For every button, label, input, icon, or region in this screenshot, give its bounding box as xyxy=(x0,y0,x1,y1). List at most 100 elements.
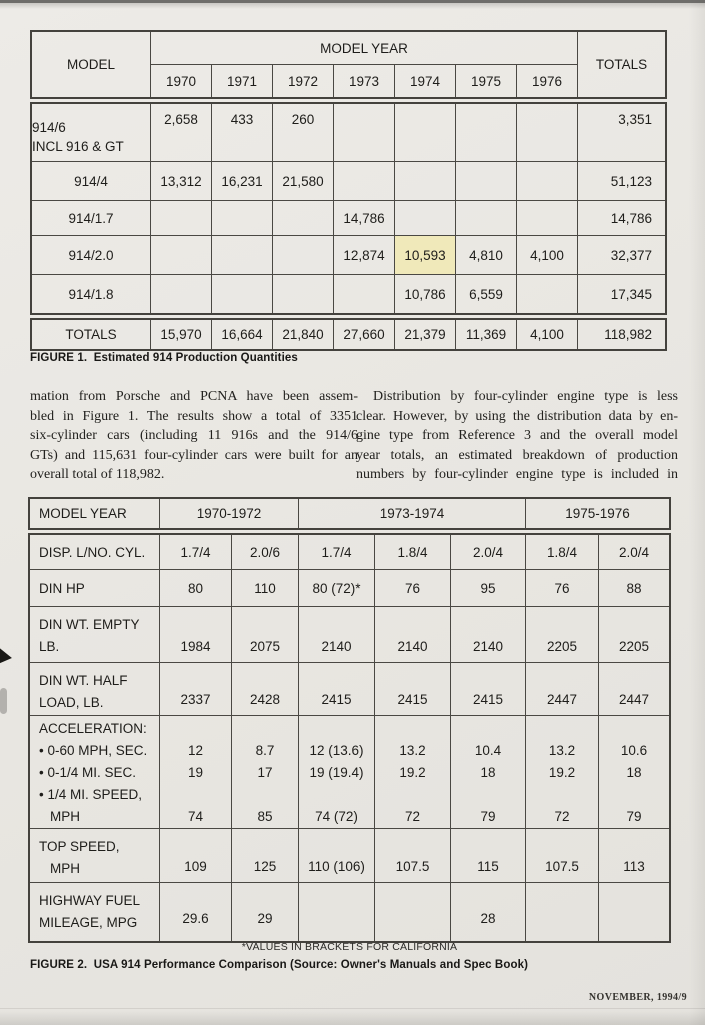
text-line: GTs) and 115,631 four-cylinder cars were… xyxy=(30,447,358,463)
table-row: TOP SPEED, MPH 109 125 110 (106) 107.5 1… xyxy=(30,828,669,882)
value-cell: 1.8/4 xyxy=(525,535,598,569)
value-cell xyxy=(394,162,455,200)
value-cell xyxy=(211,236,272,274)
accel-0-60: 12 (13.6) xyxy=(309,743,364,758)
row-label: ACCELERATION: • 0-60 MPH, SEC. • 0-1/4 M… xyxy=(30,716,159,828)
production-table-header: MODEL MODEL YEAR TOTALS 1970 1971 1972 1… xyxy=(30,30,667,99)
value-cell: 107.5 xyxy=(374,829,450,882)
header-cell-totals: TOTALS xyxy=(577,32,665,97)
paper-crease xyxy=(0,1008,705,1009)
value-cell xyxy=(516,104,577,161)
value-cell xyxy=(455,104,516,161)
value-cell xyxy=(150,201,211,235)
value-cell: 2140 xyxy=(374,607,450,662)
table-row: 914/6 INCL 916 & GT 2,658 433 260 3,351 xyxy=(32,104,665,161)
scan-edge-right xyxy=(689,0,705,1025)
table-row: DIN WT. HALF LOAD, LB. 2337 2428 2415 24… xyxy=(30,662,669,715)
accel-quarter-sec: 18 xyxy=(626,765,642,780)
label-line: • 0-1/4 MI. SEC. xyxy=(39,765,137,780)
accel-quarter-speed: 85 xyxy=(257,809,273,824)
text-line: overall total of 118,982. xyxy=(30,467,165,483)
table-row: 914/1.7 14,786 14,786 xyxy=(32,200,665,235)
value-cell xyxy=(374,883,450,941)
row-label: DIN HP xyxy=(39,580,85,596)
value-cell xyxy=(211,275,272,313)
total-cell: 51,123 xyxy=(577,162,665,200)
value-cell: 12,874 xyxy=(333,236,394,274)
label-line: DIN WT. EMPTY xyxy=(39,617,140,632)
value-cell: 13.2 19.2 72 xyxy=(525,716,598,828)
value-cell xyxy=(333,162,394,200)
value-cell: 107.5 xyxy=(525,829,598,882)
value-cell: 21,379 xyxy=(394,320,455,349)
value-cell: 2,658 xyxy=(150,104,211,161)
issue-footer: NOVEMBER, 1994/9 xyxy=(588,992,687,1003)
total-cell: 17,345 xyxy=(577,275,665,313)
row-label: TOP SPEED, MPH xyxy=(30,829,159,882)
value-cell: 13,312 xyxy=(150,162,211,200)
value-cell xyxy=(516,275,577,313)
figure2-caption: FIGURE 2. USA 914 Performance Comparison… xyxy=(30,959,529,971)
header-cell-model: MODEL xyxy=(66,57,115,72)
accel-quarter-speed: 79 xyxy=(626,809,642,824)
table-row: 914/1.8 10,786 6,559 17,345 xyxy=(32,274,665,313)
row-label: DIN WT. EMPTY LB. xyxy=(30,607,159,662)
accel-quarter-sec: 19 (19.4) xyxy=(309,765,364,780)
value-cell: 2415 xyxy=(374,663,450,715)
row-label: HIGHWAY FUEL MILEAGE, MPG xyxy=(30,883,159,941)
value-cell: 1.7/4 xyxy=(159,535,231,569)
model-subname: INCL 916 & GT xyxy=(32,138,124,154)
value-cell xyxy=(150,236,211,274)
value-cell: 14,786 xyxy=(333,201,394,235)
label-line: LB. xyxy=(39,639,60,654)
value-cell xyxy=(516,162,577,200)
value-cell: 113 xyxy=(598,829,669,882)
value-cell: 4,810 xyxy=(455,236,516,274)
scan-edge-bottom xyxy=(0,1011,705,1025)
accel-0-60: 12 xyxy=(187,743,204,758)
header-cell-model-year: MODEL YEAR xyxy=(150,32,577,64)
header-model-year: MODEL YEAR xyxy=(39,506,127,521)
label-line: MPH xyxy=(50,809,80,824)
accel-quarter-sec: 17 xyxy=(257,765,273,780)
accel-quarter-speed: 74 (72) xyxy=(315,809,358,824)
production-table-body: 914/6 INCL 916 & GT 2,658 433 260 3,351 … xyxy=(30,102,667,315)
accel-quarter-speed: 72 xyxy=(404,809,421,824)
model-cell: 914/2.0 xyxy=(68,247,114,263)
value-cell xyxy=(333,104,394,161)
value-cell: 2140 xyxy=(298,607,374,662)
year-header-1976: 1976 xyxy=(516,64,577,97)
value-cell: 21,840 xyxy=(272,320,333,349)
value-cell xyxy=(598,883,669,941)
value-cell: 2205 xyxy=(598,607,669,662)
group-header-1970-1972: 1970-1972 xyxy=(159,499,298,528)
value-cell xyxy=(516,201,577,235)
group-header-1973-1974: 1973-1974 xyxy=(298,499,525,528)
value-cell: 29.6 xyxy=(159,883,231,941)
model-cell: 914/4 xyxy=(74,173,108,189)
value-cell: 29 xyxy=(231,883,298,941)
highlighted-value-cell: 10,593 xyxy=(394,236,455,274)
value-cell: 95 xyxy=(450,570,525,606)
year-header-1973: 1973 xyxy=(333,64,394,97)
value-cell xyxy=(333,275,394,313)
text-line: mation from Porsche and PCNA have been a… xyxy=(30,389,358,404)
table-row: DIN HP 80 110 80 (72)* 76 95 76 88 xyxy=(30,569,669,606)
value-cell: 2.0/6 xyxy=(231,535,298,569)
scan-edge-top xyxy=(0,0,705,3)
value-cell: 2.0/4 xyxy=(450,535,525,569)
totals-label: TOTALS xyxy=(65,327,117,342)
text-line: year totals, an estimated breakdown of p… xyxy=(356,447,678,463)
value-cell xyxy=(211,201,272,235)
model-name: 914/6 xyxy=(32,119,66,135)
accel-0-60: 13.2 xyxy=(548,743,576,758)
accel-0-60: 8.7 xyxy=(255,743,275,758)
value-cell xyxy=(525,883,598,941)
accel-quarter-speed: 79 xyxy=(480,809,496,824)
accel-0-60: 10.6 xyxy=(620,743,648,758)
value-cell: 76 xyxy=(525,570,598,606)
value-cell: 8.7 17 85 xyxy=(231,716,298,828)
year-header-1972: 1972 xyxy=(272,64,333,97)
value-cell xyxy=(455,162,516,200)
